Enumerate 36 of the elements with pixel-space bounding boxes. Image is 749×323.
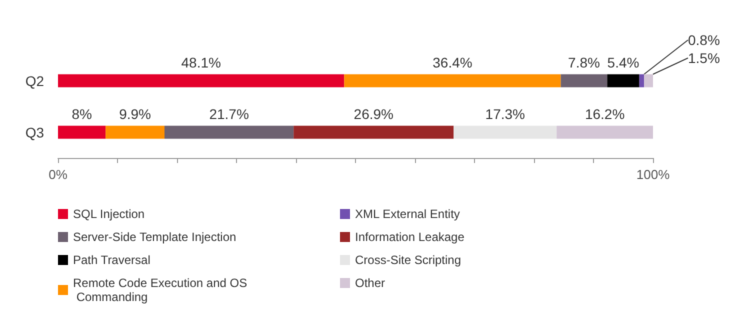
bar [454,126,557,139]
bar [106,126,165,139]
bar [607,74,640,88]
bar [560,74,608,88]
data-label: 7.8% [568,54,600,70]
data-label: 17.3% [485,106,525,122]
legend-label: XML External Entity [355,207,460,221]
data-label: 8% [72,106,92,122]
bar [164,126,294,139]
data-label: 5.4% [607,54,640,70]
data-label: 48.1% [181,54,221,70]
data-label: 36.4% [432,54,472,70]
y-tick-label: Q2 [25,72,44,89]
data-label: 0.8% [688,32,720,48]
legend-label: Path Traversal [73,253,150,267]
bar [58,74,344,88]
legend-label: Information Leakage [355,230,465,244]
legend-label: Other [355,276,386,290]
data-label: 26.9% [354,106,394,122]
bar [344,74,561,88]
x-tick-label: 100% [636,167,670,182]
legend-label: Cross-Site Scripting [355,253,462,267]
legend-label: Remote Code Execution and OS Commanding [73,276,248,304]
data-label: 1.5% [688,50,720,66]
data-label: 16.2% [584,106,625,122]
bar [294,126,454,139]
legend-label: SQL Injection [73,207,145,221]
data-label: 9.9% [119,106,152,122]
data-label: 21.7% [209,106,249,122]
legend-label: Server-Side Template Injection [73,230,236,244]
bar [639,74,644,88]
bar [556,126,653,139]
bar [644,74,653,88]
bar [58,126,106,139]
y-tick-label: Q3 [25,124,44,140]
x-tick-label: 0% [48,167,68,182]
